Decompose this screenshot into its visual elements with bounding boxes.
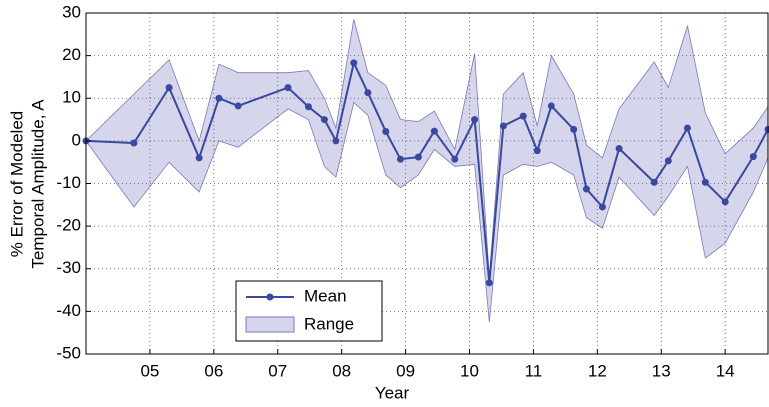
mean-marker: [350, 59, 358, 67]
mean-marker: [396, 155, 404, 163]
mean-marker: [519, 112, 527, 120]
legend-label: Mean: [304, 286, 347, 305]
x-tick-label: 05: [140, 361, 159, 380]
y-axis-label: % Error of Modeled: [7, 111, 26, 257]
mean-marker: [430, 127, 438, 135]
mean-marker: [234, 102, 242, 110]
mean-marker: [304, 103, 312, 111]
mean-marker: [414, 153, 422, 161]
mean-marker: [749, 153, 757, 161]
mean-marker: [547, 102, 555, 110]
y-tick-label: 20: [62, 45, 81, 64]
mean-marker: [683, 124, 691, 132]
range-band: [85, 19, 769, 323]
mean-marker: [195, 154, 203, 162]
mean-marker: [664, 157, 672, 165]
mean-marker: [721, 198, 729, 206]
mean-line: [85, 59, 769, 283]
mean-marker: [130, 139, 138, 147]
mean-marker: [582, 185, 590, 193]
x-tick-label: 13: [652, 361, 671, 380]
legend-swatch: [245, 316, 295, 333]
x-tick-label: 14: [716, 361, 735, 380]
mean-marker: [215, 94, 223, 102]
y-tick-label: -40: [56, 301, 81, 320]
mean-marker: [485, 279, 493, 287]
mean-marker: [364, 89, 372, 97]
mean-marker: [382, 127, 390, 135]
x-tick-label: 12: [588, 361, 607, 380]
y-axis-label: Temporal Amplitude, A: [28, 99, 47, 269]
y-tick-label: -10: [56, 173, 81, 192]
mean-marker: [499, 122, 507, 130]
mean-marker: [533, 147, 541, 155]
mean-marker: [471, 116, 479, 124]
x-tick-label: 06: [204, 361, 223, 380]
mean-marker: [650, 178, 658, 186]
mean-marker: [701, 178, 709, 186]
y-tick-label: 30: [62, 2, 81, 21]
x-tick-label: 09: [396, 361, 415, 380]
mean-marker: [165, 84, 173, 92]
mean-marker: [320, 116, 328, 124]
y-tick-label: 0: [72, 130, 81, 149]
y-tick-label: -30: [56, 258, 81, 277]
legend: Mean Range: [235, 280, 383, 342]
mean-marker: [615, 145, 623, 153]
y-tick-label: 10: [62, 88, 81, 107]
y-tick-label: -50: [56, 343, 81, 362]
mean-marker: [598, 203, 606, 211]
mean-marker: [451, 155, 459, 163]
mean-marker: [284, 84, 292, 92]
x-axis-label: Year: [375, 383, 410, 402]
x-tick-label: 11: [525, 361, 543, 380]
mean-marker: [570, 125, 578, 133]
x-tick-label: 10: [460, 361, 479, 380]
y-tick-label: -20: [56, 216, 81, 235]
legend-label: Range: [304, 314, 354, 333]
x-tick-label: 08: [332, 361, 351, 380]
x-tick-label: 07: [268, 361, 287, 380]
legend-swatch: [266, 293, 274, 301]
mean-marker: [332, 137, 340, 145]
